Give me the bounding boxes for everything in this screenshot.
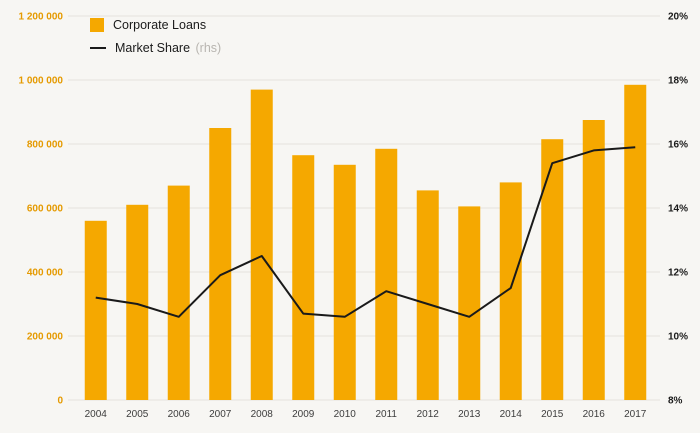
x-axis-label-2015: 2015	[541, 409, 564, 420]
x-axis-label-2013: 2013	[458, 409, 481, 420]
x-axis-label-2014: 2014	[500, 409, 523, 420]
legend-item-market-share: Market Share (rhs)	[90, 41, 221, 55]
bar-2015	[541, 139, 564, 400]
bar-2012	[416, 190, 439, 400]
bar-2005	[126, 204, 149, 400]
x-axis-label-2007: 2007	[209, 409, 232, 420]
line-swatch-icon	[90, 47, 106, 49]
bar-2016	[582, 120, 605, 400]
bar-swatch-icon	[90, 18, 104, 32]
right-axis-tick-label: 14%	[668, 204, 688, 215]
x-axis-label-2006: 2006	[168, 409, 191, 420]
bar-2013	[458, 206, 481, 400]
right-axis-tick-label: 18%	[668, 76, 688, 87]
legend-rhs-note: (rhs)	[195, 41, 222, 55]
bar-2004	[84, 220, 107, 400]
bar-2011	[375, 148, 398, 400]
left-axis-tick-label: 1 200 000	[19, 12, 64, 23]
left-axis-tick-label: 800 000	[27, 140, 64, 151]
x-axis-label-2016: 2016	[583, 409, 606, 420]
bar-2017	[624, 84, 647, 401]
legend-item-corporate-loans: Corporate Loans	[90, 18, 221, 32]
x-axis-label-2004: 2004	[85, 409, 108, 420]
x-axis-label-2005: 2005	[126, 409, 149, 420]
x-axis-label-2008: 2008	[251, 409, 274, 420]
bar-2014	[499, 182, 522, 400]
right-axis-tick-label: 8%	[668, 396, 683, 407]
legend: Corporate Loans Market Share (rhs)	[90, 18, 221, 55]
legend-label-market-share: Market Share (rhs)	[115, 41, 222, 55]
bar-2010	[333, 164, 356, 400]
x-axis-label-2010: 2010	[334, 409, 357, 420]
left-axis-tick-label: 200 000	[27, 332, 64, 343]
left-axis-tick-label: 400 000	[27, 268, 64, 279]
left-axis-tick-label: 0	[57, 396, 63, 407]
legend-label-corporate-loans: Corporate Loans	[113, 18, 207, 32]
right-axis-tick-label: 20%	[668, 12, 688, 23]
x-axis-label-2009: 2009	[292, 409, 315, 420]
x-axis-label-2012: 2012	[417, 409, 440, 420]
x-axis-label-2017: 2017	[624, 409, 647, 420]
left-axis-tick-label: 600 000	[27, 204, 64, 215]
right-axis-tick-label: 16%	[668, 140, 688, 151]
bar-2009	[292, 155, 315, 400]
bar-2006	[167, 185, 190, 400]
market-share-line	[95, 146, 636, 318]
x-axis-label-2011: 2011	[375, 409, 397, 420]
bar-2008	[250, 89, 273, 400]
bar-2007	[209, 128, 232, 400]
right-axis-tick-label: 10%	[668, 332, 688, 343]
right-axis-tick-label: 12%	[668, 268, 688, 279]
left-axis-tick-label: 1 000 000	[19, 76, 64, 87]
